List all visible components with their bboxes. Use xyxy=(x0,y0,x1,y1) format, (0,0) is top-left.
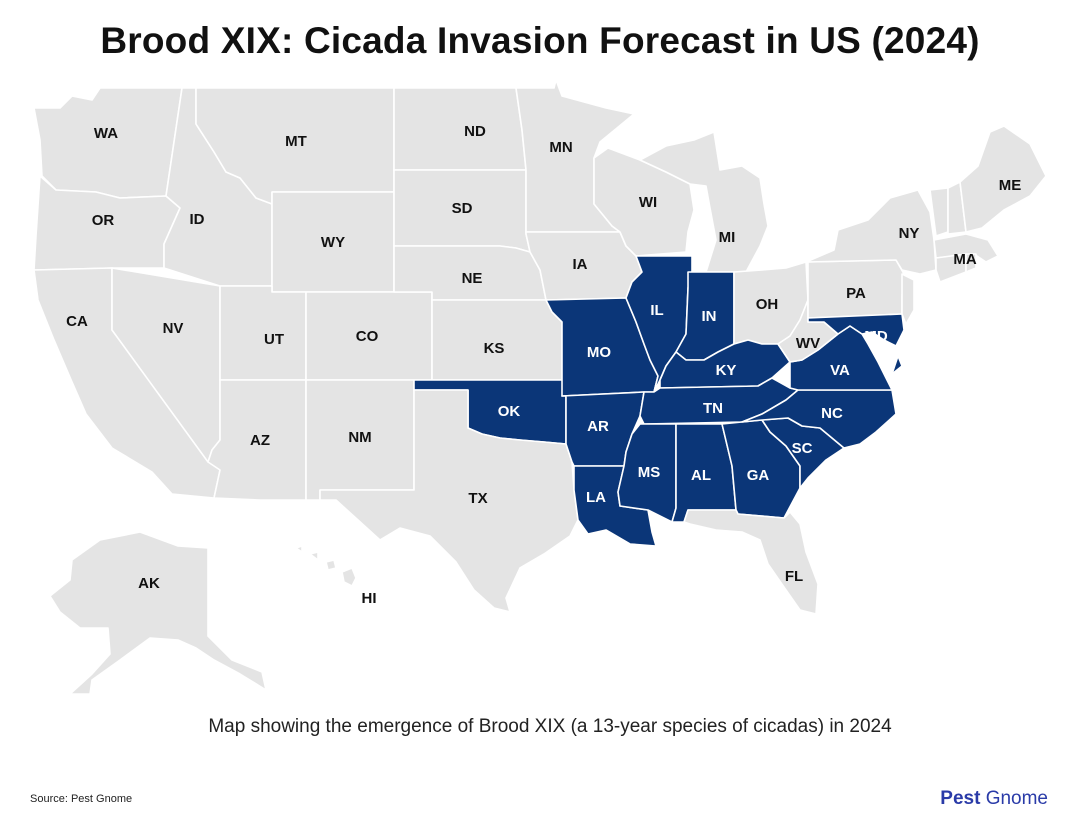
label-sc: SC xyxy=(792,440,813,457)
state-ut[interactable] xyxy=(219,285,307,381)
label-va: VA xyxy=(830,362,850,379)
label-wv: WV xyxy=(796,335,820,352)
label-ak: AK xyxy=(138,575,160,592)
label-me: ME xyxy=(999,177,1022,194)
label-ne: NE xyxy=(462,270,483,287)
label-tx: TX xyxy=(468,490,487,507)
state-ms[interactable] xyxy=(617,423,677,523)
state-wa[interactable] xyxy=(33,87,183,199)
label-ms: MS xyxy=(638,464,661,481)
label-wy: WY xyxy=(321,234,345,251)
source-note: Source: Pest Gnome xyxy=(30,793,133,805)
label-nc: NC xyxy=(821,405,843,422)
label-mt: MT xyxy=(285,133,307,150)
label-fl: FL xyxy=(785,568,803,585)
label-ar: AR xyxy=(587,418,609,435)
state-md[interactable] xyxy=(807,313,905,347)
label-wa: WA xyxy=(94,125,118,142)
label-nv: NV xyxy=(163,320,184,337)
label-il: IL xyxy=(650,302,663,319)
label-ma: MA xyxy=(953,251,976,268)
state-nc[interactable] xyxy=(741,389,897,449)
state-nj[interactable] xyxy=(901,273,915,325)
label-ks: KS xyxy=(484,340,505,357)
state-ak[interactable] xyxy=(49,531,267,695)
label-mi: MI xyxy=(719,229,736,246)
state-md-shore xyxy=(891,355,903,375)
label-al: AL xyxy=(691,467,711,484)
us-map: WA OR CA ID NV MT WY UT AZ CO NM ND SD N… xyxy=(33,79,1047,695)
brand-name-part2: Gnome xyxy=(985,788,1048,809)
label-md: MD xyxy=(864,328,887,345)
state-fl[interactable] xyxy=(683,509,819,615)
label-id: ID xyxy=(190,211,205,228)
label-az: AZ xyxy=(250,432,270,449)
state-mi[interactable] xyxy=(639,131,769,273)
state-ri[interactable] xyxy=(965,253,977,273)
brand-logo[interactable]: Pest Gnome xyxy=(940,788,1048,810)
label-mn: MN xyxy=(549,139,572,156)
label-hi: HI xyxy=(362,590,377,607)
label-ia: IA xyxy=(573,256,588,273)
brand-name-part1: Pest xyxy=(940,788,981,809)
label-sd: SD xyxy=(452,200,473,217)
label-nm: NM xyxy=(348,429,371,446)
state-hi[interactable] xyxy=(295,545,357,587)
state-ny[interactable] xyxy=(805,189,937,275)
state-me[interactable] xyxy=(959,125,1047,233)
state-ct[interactable] xyxy=(935,253,967,283)
map-caption: Map showing the emergence of Brood XIX (… xyxy=(208,716,892,737)
label-ok: OK xyxy=(498,403,521,420)
state-nd[interactable] xyxy=(393,87,527,171)
label-tn: TN xyxy=(703,400,723,417)
label-ga: GA xyxy=(747,467,770,484)
label-co: CO xyxy=(356,328,379,345)
label-ut: UT xyxy=(264,331,284,348)
label-ky: KY xyxy=(716,362,737,379)
label-oh: OH xyxy=(756,296,779,313)
label-or: OR xyxy=(92,212,115,229)
label-pa: PA xyxy=(846,285,866,302)
label-ny: NY xyxy=(899,225,920,242)
label-in: IN xyxy=(702,308,717,325)
state-tx[interactable] xyxy=(319,389,579,613)
label-nd: ND xyxy=(464,123,486,140)
label-la: LA xyxy=(586,489,606,506)
label-ca: CA xyxy=(66,313,88,330)
page-title: Brood XIX: Cicada Invasion Forecast in U… xyxy=(100,20,980,61)
label-mo: MO xyxy=(587,344,611,361)
label-wi: WI xyxy=(639,194,657,211)
